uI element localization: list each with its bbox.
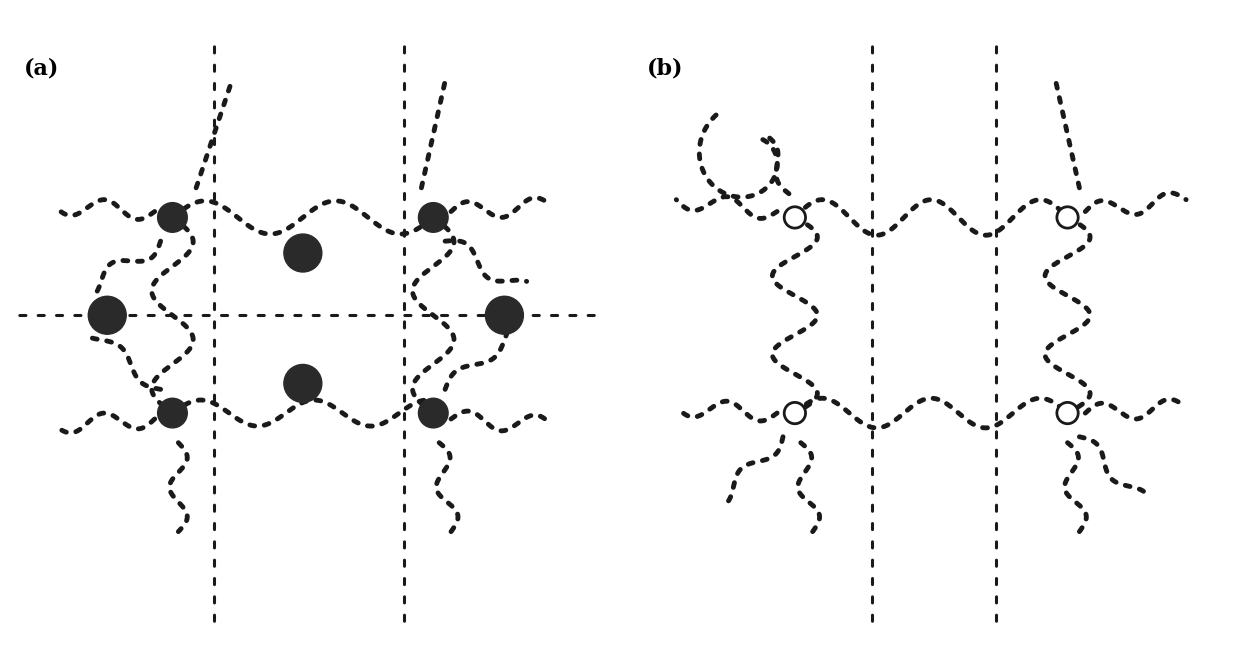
Circle shape: [784, 207, 806, 228]
Circle shape: [418, 398, 448, 428]
Circle shape: [1056, 403, 1079, 424]
Circle shape: [88, 296, 126, 334]
Text: (b): (b): [647, 57, 683, 79]
Circle shape: [284, 234, 322, 272]
Circle shape: [1056, 207, 1079, 228]
Circle shape: [157, 398, 187, 428]
Text: (a): (a): [25, 57, 60, 79]
Circle shape: [157, 203, 187, 233]
Circle shape: [418, 203, 448, 233]
Circle shape: [284, 364, 322, 403]
Circle shape: [485, 296, 523, 334]
Circle shape: [784, 403, 806, 424]
